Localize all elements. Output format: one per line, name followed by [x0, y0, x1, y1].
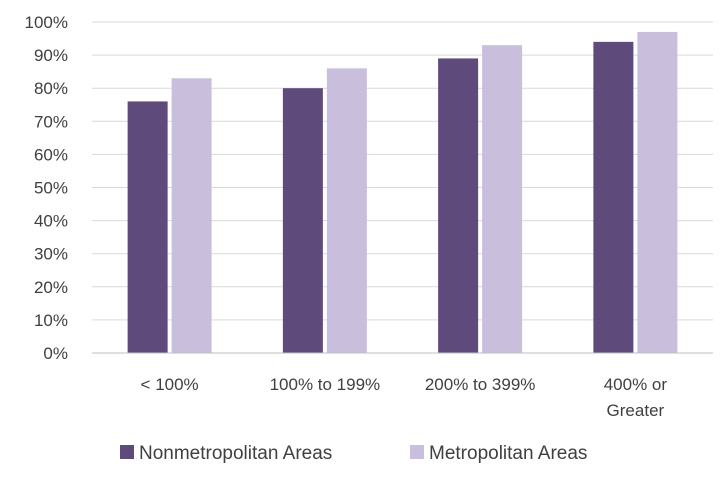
legend-swatch [410, 445, 424, 459]
legend-label: Metropolitan Areas [429, 443, 587, 464]
y-tick-label: 90% [34, 46, 68, 65]
bar-nonmetropolitan-areas [127, 101, 168, 353]
bar-metropolitan-areas [637, 31, 678, 354]
bars [127, 31, 678, 354]
y-tick-label: 80% [34, 79, 68, 98]
bar-nonmetropolitan-areas [593, 41, 634, 354]
bar-nonmetropolitan-areas [282, 88, 323, 353]
y-tick-label: 40% [34, 212, 68, 231]
x-axis-ticks: < 100% 100% to 199% 200% to 399% 400% or Gre… [141, 375, 668, 420]
x-tick-label: 100% to 199% [270, 375, 381, 394]
bar-metropolitan-areas [171, 78, 212, 354]
legend: Nonmetropolitan Areas Metropolitan Areas [120, 443, 587, 464]
bar-metropolitan-areas [326, 68, 367, 353]
bar-metropolitan-areas [482, 45, 523, 354]
bar-nonmetropolitan-areas [438, 58, 479, 353]
x-tick-label: 400% or [604, 375, 668, 394]
legend-swatch [120, 445, 134, 459]
y-tick-label: 100% [25, 13, 68, 32]
y-tick-label: 30% [34, 245, 68, 264]
y-tick-label: 10% [34, 311, 68, 330]
y-axis-ticks: 0% 10% 20% 30% 40% 50% 60% 70% 80% 90% 100% [25, 13, 68, 363]
x-tick-label: 200% to 399% [425, 375, 536, 394]
y-tick-label: 60% [34, 145, 68, 164]
x-tick-label: Greater [607, 401, 665, 420]
y-tick-label: 20% [34, 278, 68, 297]
y-tick-label: 0% [43, 344, 68, 363]
x-tick-label: < 100% [141, 375, 199, 394]
y-tick-label: 70% [34, 112, 68, 131]
legend-label: Nonmetropolitan Areas [139, 443, 332, 464]
y-tick-label: 50% [34, 179, 68, 198]
